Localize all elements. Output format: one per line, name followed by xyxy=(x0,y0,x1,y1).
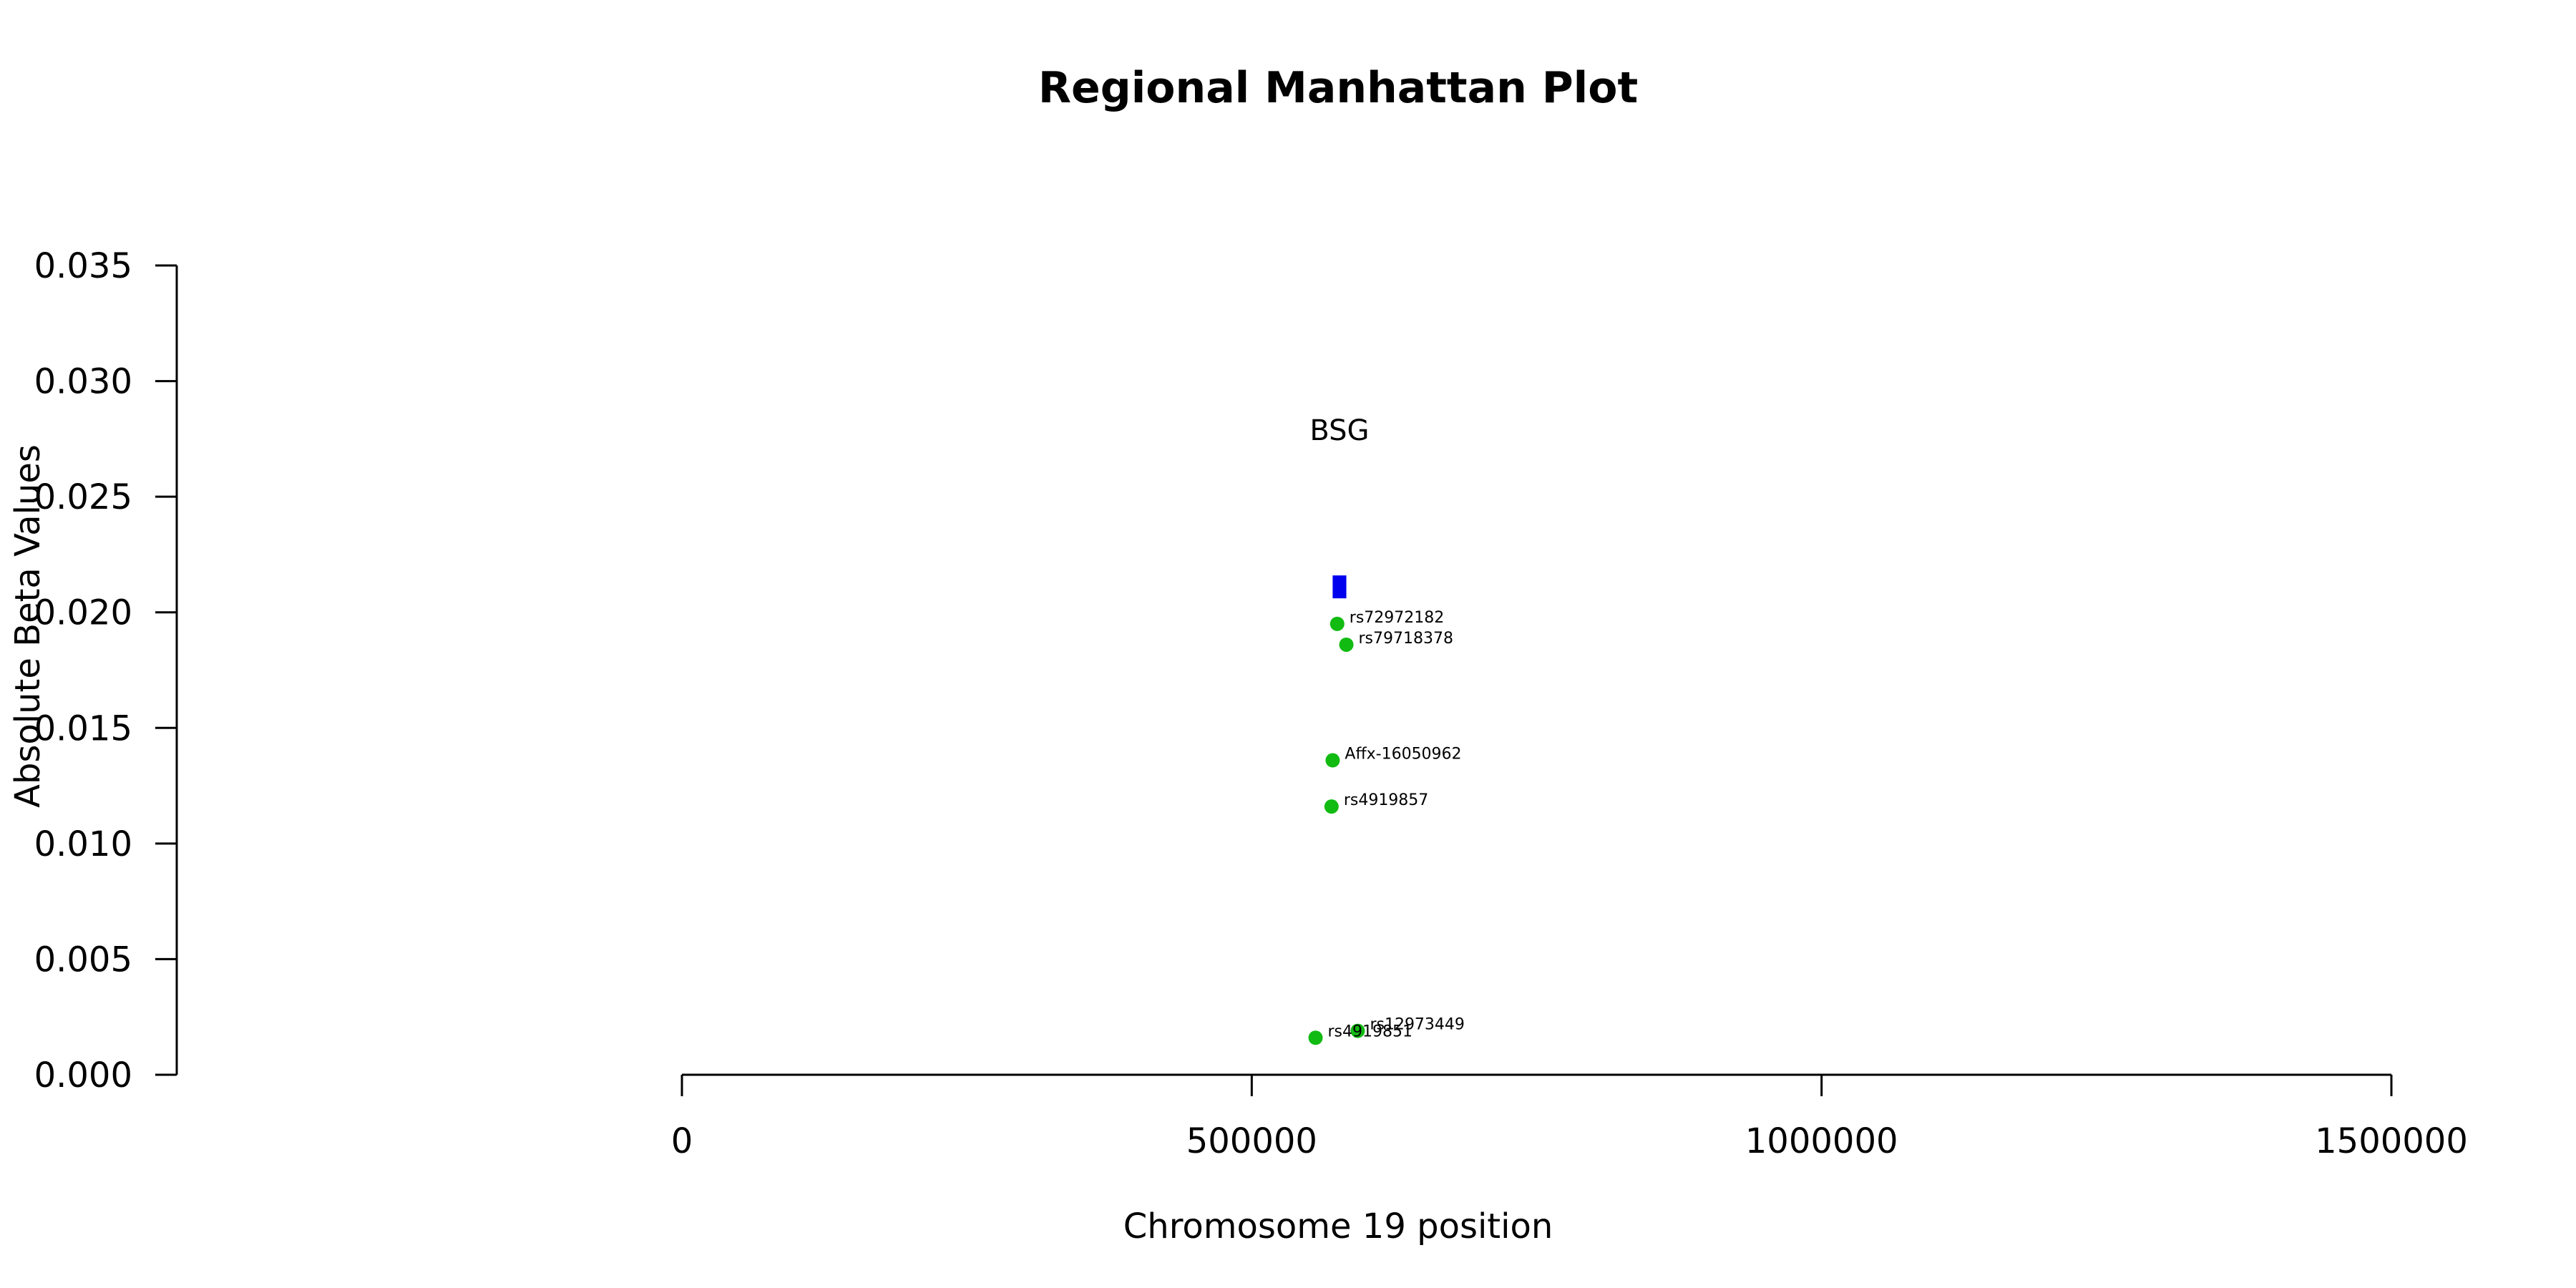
snp-point xyxy=(1308,1030,1323,1045)
x-tick-label: 0 xyxy=(671,1121,693,1161)
y-tick-label: 0.010 xyxy=(34,824,132,864)
y-tick-label: 0.000 xyxy=(34,1055,132,1096)
gene-label: BSG xyxy=(1309,414,1369,447)
snp-points-layer xyxy=(1308,616,1365,1045)
snp-label: rs12973449 xyxy=(1370,1016,1464,1034)
x-axis-title: Chromosome 19 position xyxy=(1123,1206,1553,1246)
y-tick-label: 0.015 xyxy=(34,708,132,748)
snp-label: rs4919851 xyxy=(1328,1023,1413,1040)
snp-point xyxy=(1339,637,1354,652)
y-tick-label: 0.005 xyxy=(34,940,132,980)
y-axis-title: Absolute Beta Values xyxy=(8,444,48,808)
gene-marker-bsg xyxy=(1332,575,1347,599)
snp-point xyxy=(1324,799,1339,814)
y-tick-label: 0.025 xyxy=(34,477,132,517)
y-axis: 0.000 0.005 0.010 0.015 0.020 0.025 0.030 0.035 xyxy=(34,246,178,1096)
snp-point xyxy=(1325,753,1340,768)
x-tick-label: 500000 xyxy=(1186,1121,1317,1161)
x-tick-label: 1500000 xyxy=(2315,1121,2468,1161)
snp-point xyxy=(1350,1023,1365,1038)
y-tick-label: 0.020 xyxy=(34,593,132,633)
y-tick-label: 0.035 xyxy=(34,246,132,286)
gene-layer: BSG xyxy=(1309,414,1370,599)
snp-label: rs79718378 xyxy=(1359,630,1453,648)
y-tick-label: 0.030 xyxy=(34,362,132,402)
snp-label: rs72972182 xyxy=(1350,609,1444,627)
snp-label: Affx-16050962 xyxy=(1345,746,1461,763)
snp-label: rs4919857 xyxy=(1344,791,1429,809)
snp-point xyxy=(1330,616,1345,631)
x-tick-label: 1000000 xyxy=(1745,1121,1898,1161)
x-axis: 0 500000 1000000 1500000 xyxy=(671,1073,2468,1161)
chart-title: Regional Manhattan Plot xyxy=(1038,63,1638,113)
snp-labels-layer: rs72972182 rs79718378 Affx-16050962 rs49198… xyxy=(1328,609,1465,1040)
